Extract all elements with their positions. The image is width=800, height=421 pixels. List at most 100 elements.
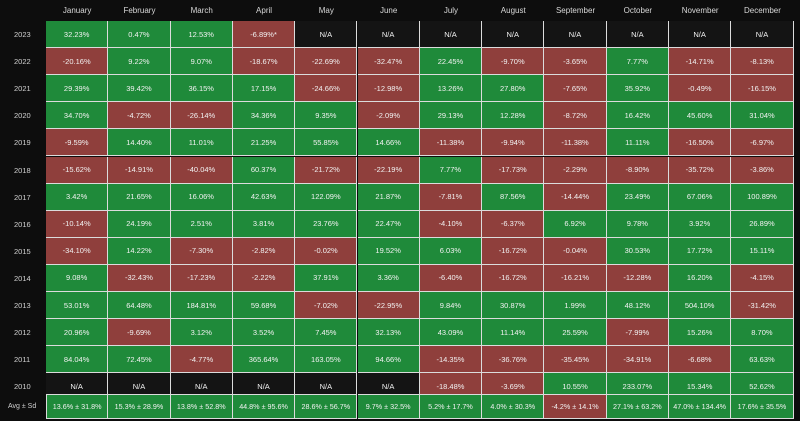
summary-cell: 13.6% ± 31.8% <box>46 394 109 419</box>
heatmap-cell: -6.97% <box>731 129 794 157</box>
heatmap-cell: 64.48% <box>108 292 171 320</box>
heatmap-cell: 23.76% <box>295 210 358 238</box>
row-label-year: 2022 <box>14 57 31 67</box>
heatmap-cell: -14.44% <box>544 183 607 211</box>
summary-row-label: Avg ± Sd <box>8 403 37 410</box>
heatmap-cell: -0.04% <box>544 237 607 265</box>
heatmap-cell: -2.22% <box>232 264 296 292</box>
summary-cell: 27.1% ± 63.2% <box>606 394 669 419</box>
heatmap-cell: -36.76% <box>482 346 545 374</box>
row-label-year: 2017 <box>14 192 31 202</box>
heatmap-cell: -8.13% <box>731 48 794 76</box>
heatmap-cell: 9.22% <box>108 48 171 76</box>
heatmap-cell: -0.02% <box>295 237 358 265</box>
heatmap-cell: 8.70% <box>731 319 794 347</box>
heatmap-cell: -2.09% <box>357 102 420 130</box>
heatmap-cell: -11.38% <box>419 129 483 157</box>
heatmap-cell: -35.72% <box>669 156 732 184</box>
heatmap-cell: 9.35% <box>295 102 358 130</box>
heatmap-cell: -16.21% <box>544 264 607 292</box>
heatmap-cell: -35.45% <box>544 346 607 374</box>
heatmap-cell: 43.09% <box>419 319 483 347</box>
heatmap-cell: 11.01% <box>170 129 233 157</box>
summary-cell: 13.8% ± 52.8% <box>170 394 233 419</box>
heatmap-cell: 3.92% <box>669 210 732 238</box>
heatmap-cell: 19.52% <box>357 237 420 265</box>
heatmap-cell: -4.77% <box>170 346 233 374</box>
heatmap-cell: 15.11% <box>731 237 794 265</box>
heatmap-cell: 122.09% <box>295 183 358 211</box>
heatmap-cell: -16.72% <box>482 237 545 265</box>
heatmap-cell: 1.99% <box>544 292 607 320</box>
heatmap-cell: 94.66% <box>357 346 420 374</box>
heatmap-cell: N/A <box>419 21 483 49</box>
heatmap-cell: -17.73% <box>482 156 545 184</box>
heatmap-cell: 11.14% <box>482 319 545 347</box>
heatmap-cell: 60.37% <box>232 156 296 184</box>
heatmap-cell: -7.65% <box>544 75 607 103</box>
heatmap-cell: 42.63% <box>232 183 296 211</box>
heatmap-cell: 24.19% <box>108 210 171 238</box>
heatmap-cell: -6.40% <box>419 264 483 292</box>
summary-cell: 4.0% ± 30.3% <box>482 394 545 419</box>
column-header: July <box>443 6 459 15</box>
heatmap-cell: 53.01% <box>46 292 109 320</box>
heatmap-cell: -18.67% <box>232 48 296 76</box>
heatmap-cell: 15.26% <box>669 319 732 347</box>
row-label-year: 2020 <box>14 111 31 121</box>
row-label-year: 2011 <box>14 355 31 365</box>
heatmap-cell: -14.91% <box>108 156 171 184</box>
heatmap-cell: -11.38% <box>544 129 607 157</box>
column-header: February <box>123 6 156 15</box>
heatmap-cell: 3.81% <box>232 210 296 238</box>
heatmap-cell: 30.53% <box>606 237 669 265</box>
heatmap-cell: 31.04% <box>731 102 794 130</box>
row-label-year: 2014 <box>14 273 31 283</box>
heatmap-cell: 37.91% <box>295 264 358 292</box>
heatmap-cell: 17.72% <box>669 237 732 265</box>
heatmap-cell: -8.72% <box>544 102 607 130</box>
heatmap-cell: 35.92% <box>606 75 669 103</box>
row-label-year: 2021 <box>14 84 31 94</box>
heatmap-cell: -6.89%* <box>232 21 296 49</box>
heatmap-cell: -7.30% <box>170 237 233 265</box>
heatmap-cell: 84.04% <box>46 346 109 374</box>
heatmap-cell: 7.77% <box>419 156 483 184</box>
heatmap-cell: -15.62% <box>46 156 109 184</box>
heatmap-cell: 100.89% <box>731 183 794 211</box>
heatmap-cell: N/A <box>731 21 794 49</box>
heatmap-cell: -7.99% <box>606 319 669 347</box>
column-header: January <box>62 6 92 15</box>
heatmap-cell: 11.11% <box>606 129 669 157</box>
row-label-year: 2010 <box>14 382 31 392</box>
heatmap-cell: -14.71% <box>669 48 732 76</box>
summary-cell: 44.8% ± 95.6% <box>232 394 296 419</box>
heatmap-cell: 55.85% <box>295 129 358 157</box>
heatmap-cell: -21.72% <box>295 156 358 184</box>
column-header: August <box>500 6 526 15</box>
column-header: November <box>681 6 719 15</box>
heatmap-cell: -40.04% <box>170 156 233 184</box>
heatmap-cell: N/A <box>357 21 420 49</box>
heatmap-cell: 29.39% <box>46 75 109 103</box>
heatmap-cell: 87.56% <box>482 183 545 211</box>
heatmap-cell: -22.69% <box>295 48 358 76</box>
column-header: September <box>555 6 596 15</box>
heatmap-cell: -9.94% <box>482 129 545 157</box>
summary-cell: 5.2% ± 17.7% <box>419 394 483 419</box>
heatmap-cell: -2.82% <box>232 237 296 265</box>
heatmap-cell: 9.84% <box>419 292 483 320</box>
heatmap-cell: 22.47% <box>357 210 420 238</box>
heatmap-cell: 32.23% <box>46 21 109 49</box>
heatmap-cell: N/A <box>606 21 669 49</box>
row-label-year: 2013 <box>14 301 31 310</box>
summary-cell: 28.6% ± 56.7% <box>295 394 358 419</box>
heatmap-cell: 23.49% <box>606 183 669 211</box>
heatmap-cell: 27.80% <box>482 75 545 103</box>
heatmap-cell: 365.64% <box>232 346 296 374</box>
column-header: October <box>623 6 653 15</box>
heatmap-cell: 34.70% <box>46 102 109 130</box>
heatmap-cell: -9.59% <box>46 129 109 157</box>
row-label-year: 2023 <box>14 30 31 39</box>
heatmap-cell: 12.28% <box>482 102 545 130</box>
